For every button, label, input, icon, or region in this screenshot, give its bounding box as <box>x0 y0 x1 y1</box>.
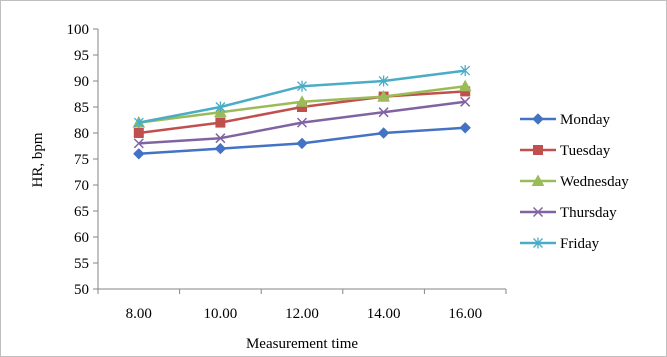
tick-labels: 50 55 60 65 70 75 80 85 90 95 100 8.00 10.00 12.00 14.… <box>67 22 483 322</box>
data-point-friday <box>215 101 226 113</box>
legend-marker <box>533 145 543 155</box>
data-point-thursday <box>133 138 144 149</box>
marker-stroke <box>460 96 471 107</box>
data-point-thursday <box>296 117 308 128</box>
legend-item-friday: Friday <box>520 236 600 252</box>
marker-stroke <box>296 117 308 128</box>
y-tick-label: 90 <box>74 74 89 90</box>
legend-label: Thursday <box>560 205 617 221</box>
legend-item-wednesday: Wednesday <box>520 174 629 190</box>
data-point-monday <box>377 127 390 139</box>
data-point-monday <box>133 148 145 160</box>
marker-stroke <box>133 138 144 149</box>
data-point-friday <box>378 75 389 87</box>
series-friday <box>133 65 471 129</box>
data-point-friday <box>460 65 471 77</box>
data-point-thursday <box>215 133 226 144</box>
y-tick-label: 80 <box>74 126 89 142</box>
y-tick-label: 60 <box>74 230 89 246</box>
x-tick-label: 8.00 <box>126 306 152 322</box>
legend-marker <box>532 206 544 218</box>
data-point-friday <box>133 117 144 129</box>
data-point-wednesday <box>295 95 309 107</box>
data-point-tuesday <box>215 117 226 128</box>
legend: Monday Tuesday Wednesday Thursday Friday <box>520 112 629 252</box>
y-tick-label: 55 <box>74 256 89 272</box>
data-point-monday <box>214 142 227 155</box>
legend-marker <box>531 174 545 186</box>
y-tick-label: 50 <box>74 282 89 298</box>
legend-label: Friday <box>560 236 600 252</box>
data-point-monday <box>459 122 471 134</box>
y-tick-label: 70 <box>74 178 89 194</box>
marker-stroke <box>215 133 226 144</box>
x-tick-label: 10.00 <box>204 306 238 322</box>
legend-item-tuesday: Tuesday <box>520 143 611 159</box>
legend-marker <box>533 237 543 249</box>
y-tick-label: 65 <box>74 204 89 220</box>
data-point-thursday <box>460 96 471 107</box>
y-tick-label: 75 <box>74 152 89 168</box>
legend-label: Tuesday <box>560 143 611 159</box>
series-thursday <box>133 96 471 149</box>
data-point-thursday <box>378 107 389 118</box>
legend-label: Wednesday <box>560 174 629 190</box>
series-monday <box>133 122 471 160</box>
x-tick-label: 12.00 <box>285 306 319 322</box>
data-point-wednesday <box>458 79 472 92</box>
series-group <box>132 65 472 160</box>
y-tick-label: 95 <box>74 48 89 64</box>
legend-marker <box>532 113 544 125</box>
data-point-friday <box>297 80 307 92</box>
legend-item-thursday: Thursday <box>520 205 617 221</box>
legend-item-monday: Monday <box>520 112 610 128</box>
marker-stroke <box>532 206 544 218</box>
data-point-monday <box>296 137 308 150</box>
marker-stroke <box>378 107 389 118</box>
legend-label: Monday <box>560 112 610 128</box>
chart-axes <box>93 28 507 294</box>
y-axis-title: HR, bpm <box>30 132 46 187</box>
data-point-tuesday <box>133 128 144 138</box>
data-point-wednesday <box>377 90 390 102</box>
x-tick-label: 14.00 <box>367 306 401 322</box>
y-tick-label: 85 <box>74 100 89 116</box>
y-tick-label: 100 <box>67 22 90 38</box>
x-axis-title: Measurement time <box>246 336 358 352</box>
x-tick-label: 16.00 <box>448 306 482 322</box>
